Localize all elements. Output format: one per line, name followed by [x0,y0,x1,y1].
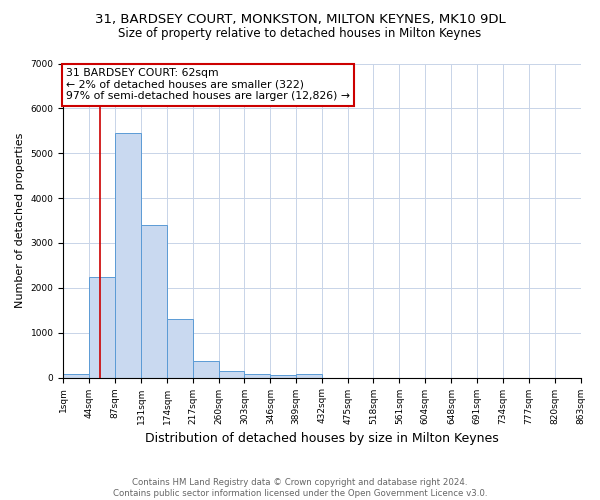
Bar [63,374,89,378]
Bar [193,361,218,378]
X-axis label: Distribution of detached houses by size in Milton Keynes: Distribution of detached houses by size … [145,432,499,445]
Bar [244,374,270,378]
Text: 31 BARDSEY COURT: 62sqm
← 2% of detached houses are smaller (322)
97% of semi-de: 31 BARDSEY COURT: 62sqm ← 2% of detached… [66,68,350,102]
Bar [218,370,244,378]
Bar [115,133,141,378]
Bar [167,319,193,378]
Bar [270,376,296,378]
Bar [141,225,167,378]
Bar [296,374,322,378]
Text: 31, BARDSEY COURT, MONKSTON, MILTON KEYNES, MK10 9DL: 31, BARDSEY COURT, MONKSTON, MILTON KEYN… [95,12,505,26]
Text: Size of property relative to detached houses in Milton Keynes: Size of property relative to detached ho… [118,28,482,40]
Text: Contains HM Land Registry data © Crown copyright and database right 2024.
Contai: Contains HM Land Registry data © Crown c… [113,478,487,498]
Y-axis label: Number of detached properties: Number of detached properties [15,133,25,308]
Bar [89,276,115,378]
